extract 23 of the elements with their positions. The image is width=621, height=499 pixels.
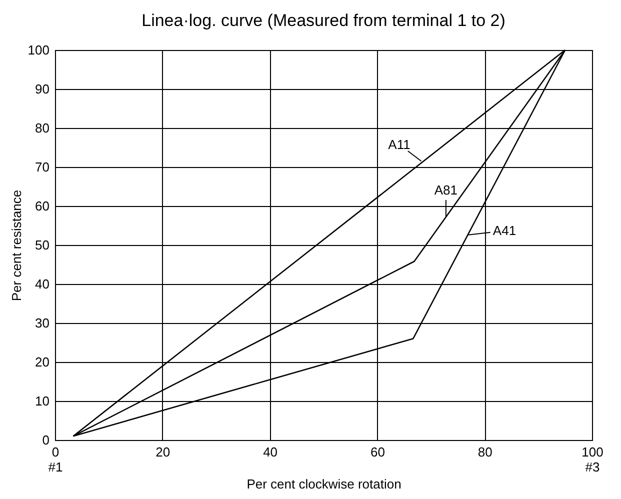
y-tick-label: 100 (28, 42, 50, 58)
annotation: A11 (388, 137, 410, 152)
x-tick-label: 80 (478, 444, 492, 460)
x-tick-label: 60 (370, 444, 385, 460)
x-axis-title: Per cent clockwise rotation (246, 476, 402, 492)
y-tick-label: 10 (35, 394, 50, 408)
x-tick-label: 40 (263, 444, 278, 460)
y-tick-label: 0 (42, 432, 50, 448)
x-tick-label: 0 #1 (48, 444, 63, 474)
y-tick-label: 40 (35, 276, 50, 292)
y-tick-label: 30 (35, 316, 50, 330)
x-tick-label: 20 (156, 444, 170, 460)
annotation: A81 (434, 182, 458, 198)
y-tick-label: 60 (35, 198, 50, 214)
x-tick-label: 100 #3 (582, 444, 604, 474)
chart-title: Linea·log. curve (Measured from terminal 1 to 2) (142, 11, 506, 30)
y-tick-label: 90 (35, 82, 50, 96)
y-tick-label: 20 (35, 354, 50, 370)
annotation: A41 (492, 222, 516, 238)
y-tick-label: 50 (35, 238, 50, 252)
y-tick-label: 80 (35, 120, 50, 136)
y-tick-label: 70 (35, 160, 50, 174)
y-axis-title: Per cent resistance (8, 190, 24, 302)
